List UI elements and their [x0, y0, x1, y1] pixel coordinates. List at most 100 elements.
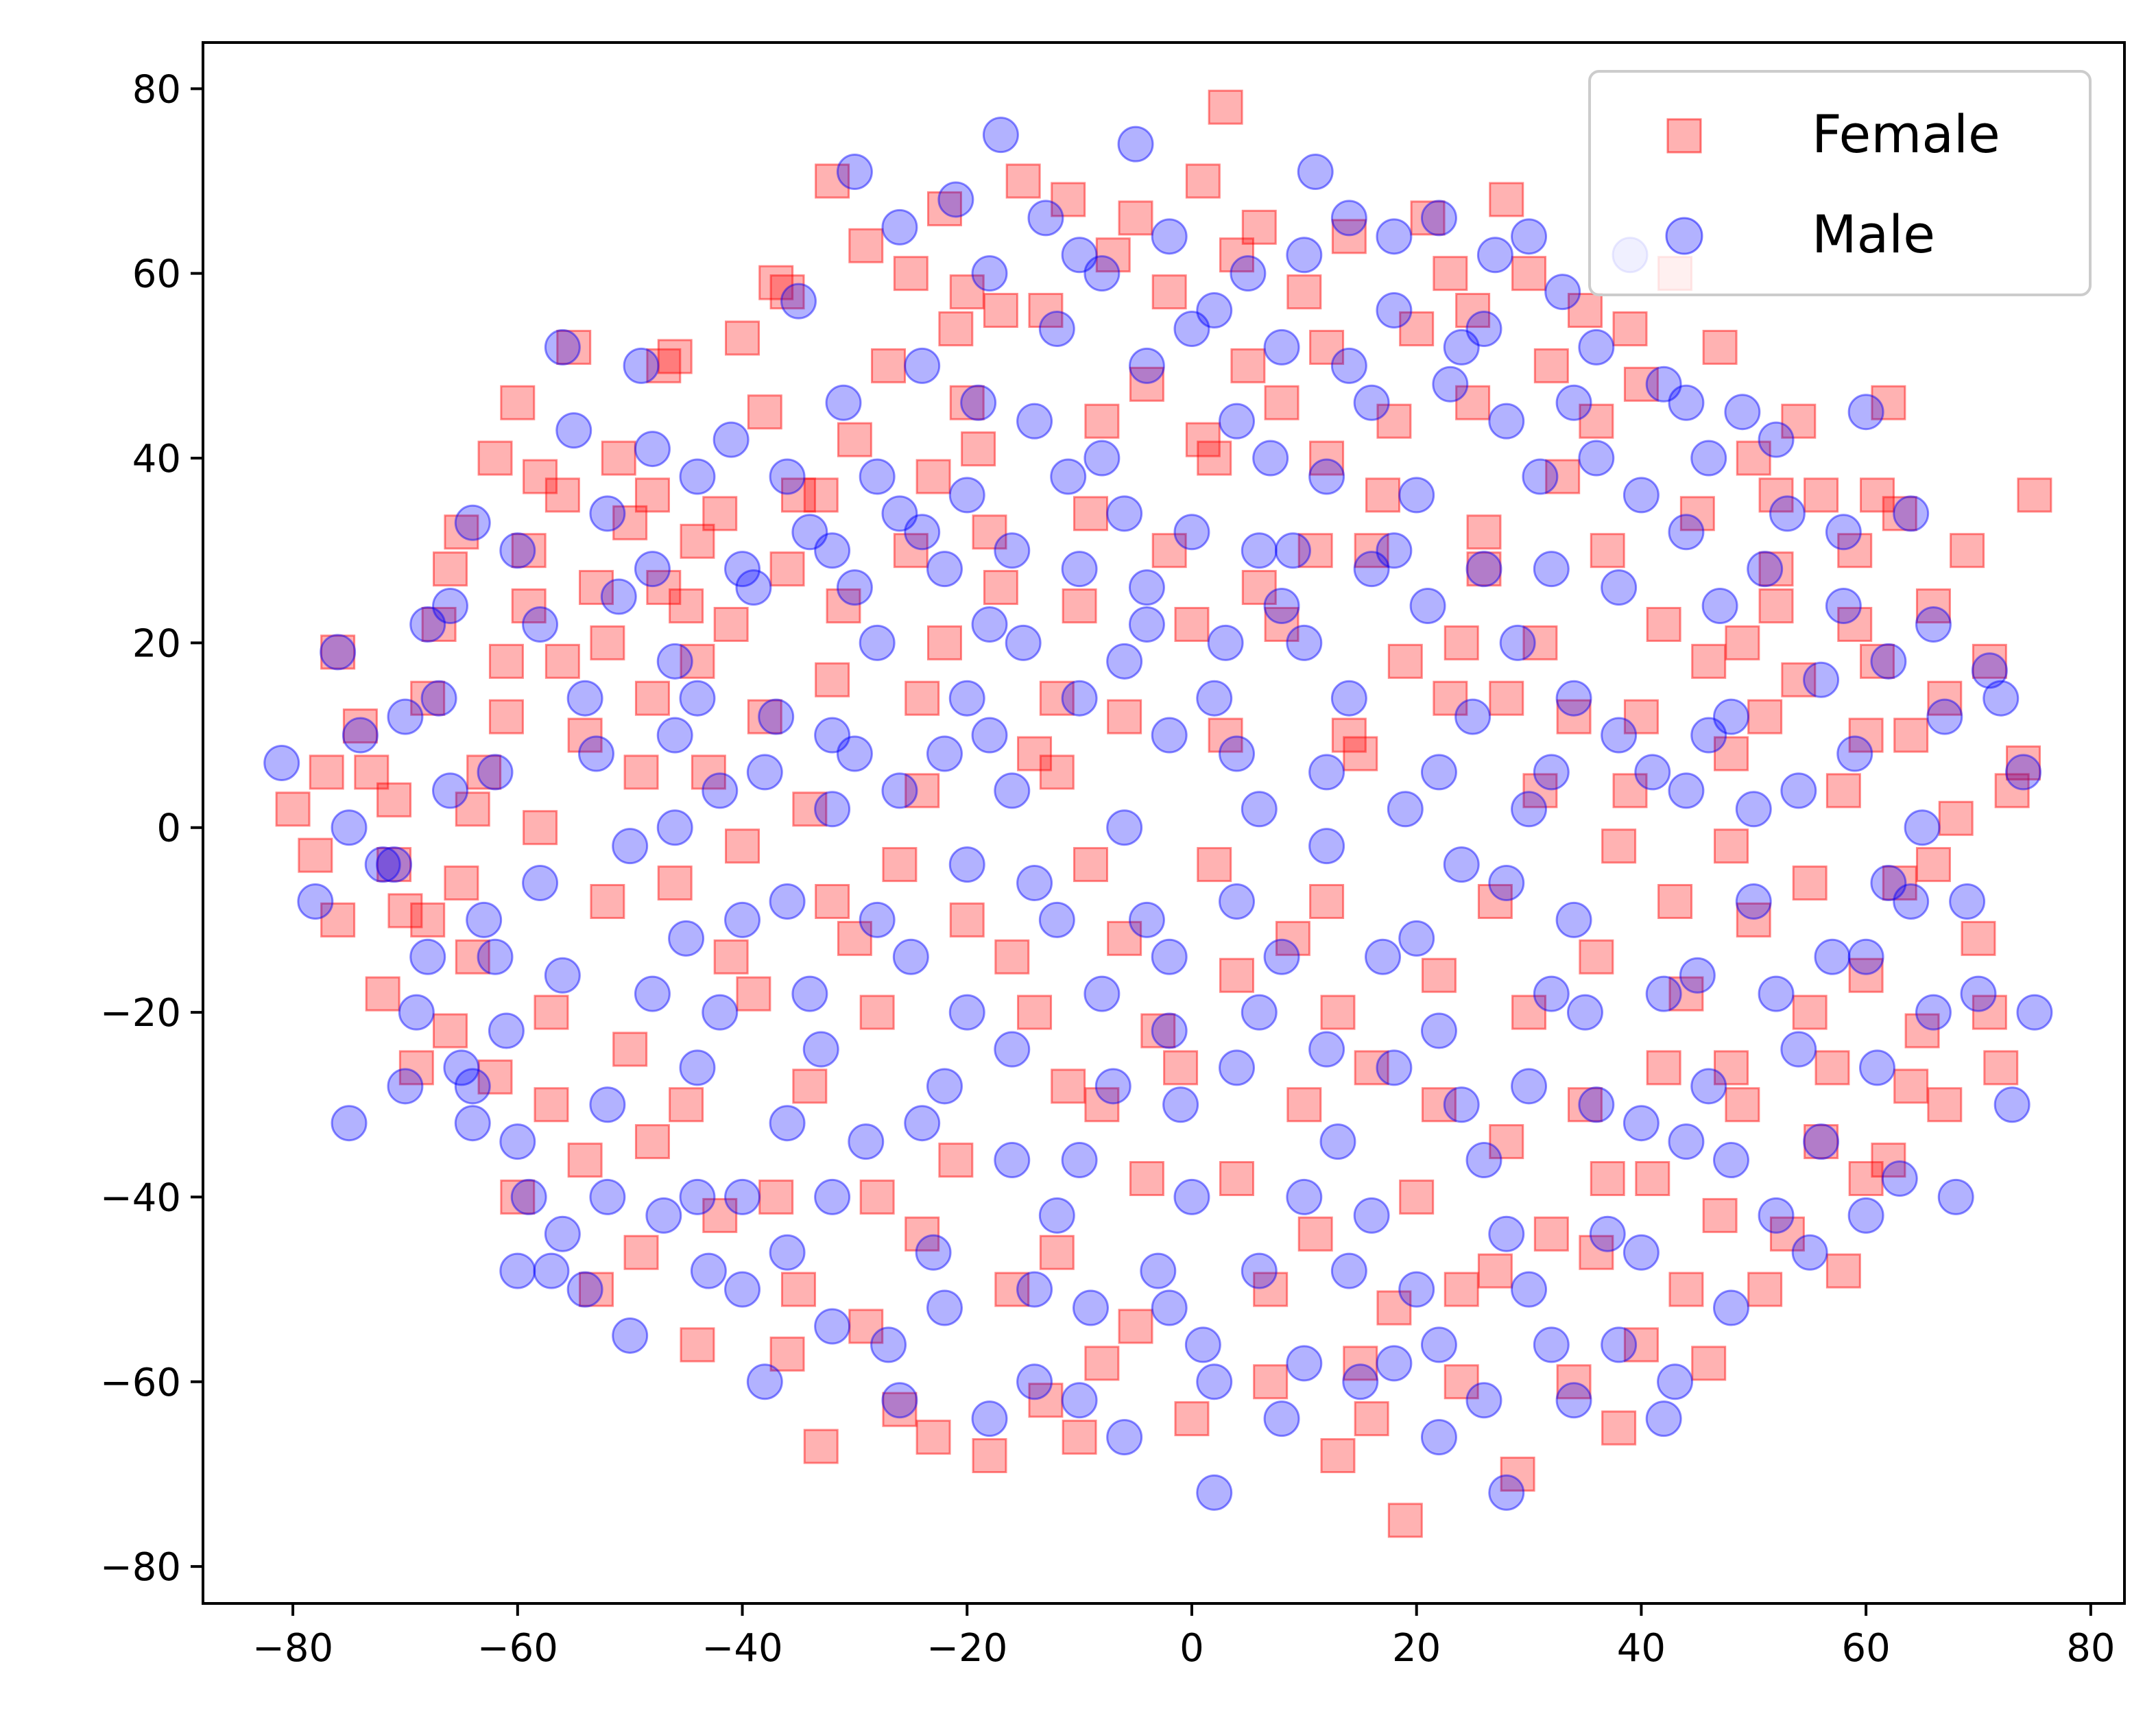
- male-point: [1712, 1289, 1749, 1326]
- female-point: [1185, 163, 1221, 199]
- male-point: [454, 504, 491, 541]
- female-point: [1837, 533, 1873, 569]
- female-point: [1635, 1160, 1670, 1196]
- female-point: [1612, 773, 1648, 809]
- legend-female-label: Female: [1812, 104, 2000, 165]
- male-point: [1219, 403, 1256, 440]
- y-tick-label: −40: [100, 1175, 181, 1220]
- male-point: [1836, 735, 1873, 772]
- male-point: [1645, 366, 1682, 403]
- male-point: [971, 1400, 1008, 1437]
- male-point: [1308, 1031, 1345, 1068]
- female-point: [1477, 1253, 1513, 1289]
- male-point: [881, 772, 918, 809]
- female-point: [1871, 1143, 1906, 1178]
- x-axis: −80 −60 −40 −20 0 20 40 60 80: [252, 1603, 2115, 1671]
- male-point: [566, 1271, 603, 1308]
- female-point: [1219, 957, 1255, 993]
- male-point: [1151, 717, 1188, 754]
- female-point: [1118, 1309, 1153, 1344]
- male-point: [1196, 1363, 1233, 1400]
- female-point: [1219, 237, 1255, 273]
- female-point: [1983, 1050, 2019, 1086]
- female-point: [725, 320, 760, 356]
- female-point: [1848, 1160, 1884, 1196]
- male-point: [1601, 569, 1638, 606]
- female-point: [1140, 1013, 1176, 1049]
- female-point: [1421, 1087, 1457, 1123]
- female-point: [1623, 699, 1659, 735]
- male-point: [1219, 735, 1256, 772]
- male-point: [1622, 1234, 1660, 1271]
- male-point: [1847, 938, 1884, 975]
- female-point: [1814, 1050, 1850, 1086]
- female-point: [1713, 736, 1749, 772]
- female-point: [1466, 551, 1502, 587]
- male-point: [1668, 1123, 1705, 1160]
- female-point: [432, 551, 468, 587]
- male-point: [623, 347, 660, 384]
- male-point: [544, 1215, 581, 1252]
- male-point: [1263, 329, 1300, 366]
- female-point: [567, 717, 603, 753]
- female-point: [758, 265, 794, 300]
- male-point: [1690, 440, 1727, 477]
- female-point: [1433, 680, 1468, 716]
- female-point: [1961, 920, 1996, 956]
- male-point: [1173, 514, 1210, 551]
- female-point: [1264, 385, 1299, 420]
- female-point: [376, 782, 412, 817]
- female-point: [275, 791, 311, 827]
- male-point: [746, 1363, 783, 1400]
- male-point: [1420, 754, 1457, 791]
- male-point: [1061, 1142, 1098, 1179]
- male-point: [971, 606, 1008, 643]
- male-point: [522, 606, 559, 643]
- female-point: [1129, 1160, 1164, 1196]
- male-point: [1196, 680, 1233, 717]
- female-point: [612, 505, 648, 540]
- male-point: [1353, 1197, 1390, 1234]
- female-point: [769, 274, 805, 310]
- male-point: [702, 772, 739, 809]
- male-point: [1286, 624, 1323, 661]
- female-point: [612, 1031, 648, 1067]
- female-point: [1725, 1087, 1760, 1123]
- female-point: [1713, 828, 1749, 864]
- male-point: [679, 458, 716, 495]
- male-point: [1488, 403, 1525, 440]
- male-point: [1330, 680, 1367, 717]
- male-point: [1094, 1068, 1131, 1105]
- female-point: [567, 1143, 603, 1178]
- female-point: [1567, 293, 1603, 329]
- male-point: [1083, 440, 1121, 477]
- male-point: [1566, 994, 1603, 1031]
- female-point: [747, 394, 782, 430]
- female-point: [1747, 699, 1783, 735]
- male-point: [1387, 791, 1424, 828]
- male-point: [656, 809, 693, 846]
- male-point: [825, 384, 862, 421]
- male-point: [724, 1178, 761, 1215]
- male-point: [1083, 255, 1121, 292]
- male-point: [1061, 237, 1098, 274]
- female-point: [1286, 274, 1322, 310]
- male-point: [1735, 791, 1772, 828]
- female-point: [1522, 773, 1558, 809]
- female-point: [780, 477, 816, 513]
- female-point: [871, 348, 907, 383]
- male-point: [1825, 588, 1862, 625]
- female-point: [893, 256, 929, 291]
- male-point: [1061, 551, 1098, 588]
- female-point: [354, 754, 390, 790]
- male-point: [881, 495, 918, 532]
- male-point: [431, 772, 468, 809]
- female-point: [702, 496, 738, 532]
- male-point: [994, 532, 1031, 569]
- male-point: [926, 1068, 963, 1105]
- female-point: [1848, 717, 1884, 753]
- female-point: [1871, 385, 1906, 420]
- female-point: [1343, 736, 1378, 772]
- female-point: [938, 1143, 974, 1178]
